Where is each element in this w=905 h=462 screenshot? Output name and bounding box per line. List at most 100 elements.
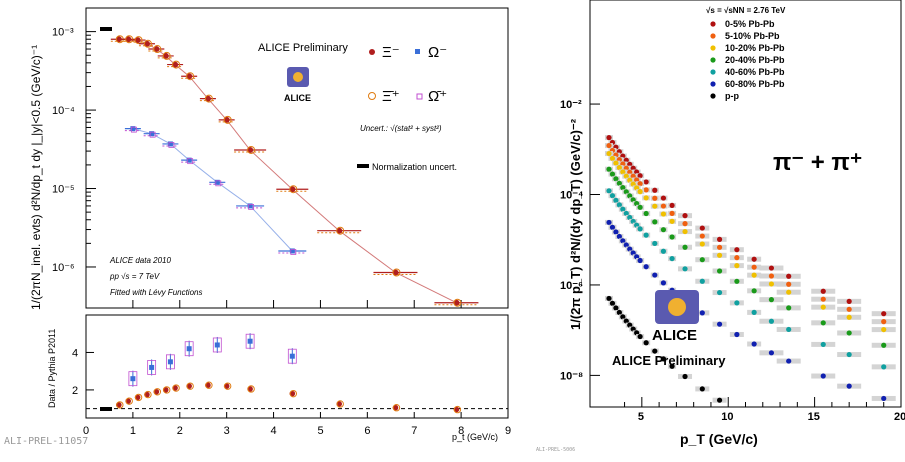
ratio-antiomega-box: [128, 371, 138, 387]
spectrum-point: [613, 229, 619, 235]
ratio-omega-point: [289, 353, 295, 359]
ratio-x-tick-label: 5: [317, 425, 323, 437]
antixi-point: [143, 39, 152, 48]
spectrum-point: [606, 135, 612, 141]
ratio-antiomega-box: [287, 348, 297, 364]
spectrum-point: [751, 341, 757, 347]
legend-marker: [710, 33, 716, 39]
legend-label: 40-60% Pb-Pb: [725, 67, 785, 77]
antixi-point: [153, 45, 162, 54]
spectrum-point: [606, 166, 612, 172]
spectrum-point: [637, 181, 643, 187]
omega-point: [289, 248, 295, 254]
ratio-x-tick-label: 7: [411, 425, 417, 437]
xi-point: [186, 73, 193, 80]
ratio-y-tick-label: 2: [72, 385, 78, 397]
spectrum-point: [613, 176, 619, 182]
legend-label: p-p: [725, 91, 739, 101]
spectrum-point: [660, 203, 667, 209]
spectrum-point: [669, 202, 675, 209]
spectrum-point: [846, 298, 852, 304]
alice-logo-core: [293, 72, 303, 82]
spectrum-point: [699, 225, 705, 231]
ratio-antixi-point: [163, 386, 171, 394]
ratio-norm-box: [100, 407, 112, 411]
ratio-antixi-point: [134, 393, 143, 402]
left-tag: ALI-PREL-11057: [4, 436, 89, 447]
xi-point: [125, 36, 132, 43]
spectrum-point: [630, 197, 636, 203]
spectrum-point: [768, 350, 775, 356]
ratio-xi-point: [247, 386, 253, 392]
spectrum-point: [660, 248, 667, 254]
spectrum-point: [630, 181, 636, 187]
spectrum-point: [606, 219, 612, 226]
spectrum-point: [630, 165, 636, 171]
spectrum-point: [716, 244, 723, 250]
spectrum-point: [751, 264, 757, 270]
spectrum-point: [643, 210, 649, 217]
alice-logo-text: ALICE: [284, 93, 311, 103]
ratio-x-label: p_t (GeV/c): [452, 432, 498, 442]
right-x-tick-label: 20: [894, 411, 905, 423]
spectrum-point: [613, 305, 619, 311]
spectrum-point: [660, 280, 667, 286]
antiomega-point: [187, 158, 194, 165]
legend-marker: [710, 21, 716, 27]
legend-label: 10-20% Pb-Pb: [725, 43, 785, 53]
right-x-tick-label: 5: [638, 411, 644, 423]
spectrum-point: [881, 311, 887, 317]
antiomega-point: [168, 142, 175, 148]
ratio-omega-point: [167, 359, 173, 365]
ratio-antiomega-box: [184, 341, 194, 357]
spectrum-point: [734, 300, 740, 306]
spectrum-point: [630, 218, 636, 225]
spectrum-point: [652, 203, 658, 209]
spectrum-point: [716, 397, 723, 403]
antixi-point: [247, 145, 256, 154]
top-panel-frame: [85, 7, 509, 309]
ratio-omega-point: [247, 338, 253, 344]
legend-omega-marker: [415, 49, 420, 54]
legend-xi-marker: [369, 49, 375, 55]
spectrum-point: [637, 257, 643, 264]
top-y-axis-label: 1/(2πN_inel. evts) d²N/dp_t dy |_|y|<0.5…: [29, 45, 43, 310]
legend-label: 0-5% Pb-Pb: [725, 19, 775, 29]
ratio-antixi-point: [153, 388, 162, 396]
right-x-axis-label: p_T (GeV/c): [680, 431, 758, 447]
spectrum-point: [652, 348, 658, 354]
spectrum-point: [606, 142, 612, 149]
right-y-axis-label: 1/(2π p_T) d²N/(dy dp_T) (GeV/c)⁻²: [568, 118, 583, 330]
spectrum-point: [660, 211, 667, 217]
ratio-xi-point: [289, 390, 296, 397]
spectrum-point: [643, 232, 649, 238]
ratio-antixi-point: [289, 389, 298, 398]
xi-point: [143, 40, 150, 47]
ratio-antixi-point: [125, 397, 133, 405]
spectrum-point: [768, 297, 775, 303]
legend-omega-label: Ω⁻: [428, 44, 447, 61]
spectrum-point: [623, 318, 629, 324]
spectrum-point: [846, 306, 852, 312]
ratio-x-tick-label: 8: [458, 425, 464, 437]
antixi-point: [172, 60, 181, 69]
ratio-x-tick-label: 6: [364, 425, 370, 437]
spectrum-point: [620, 185, 626, 191]
spectrum-point: [846, 314, 852, 320]
spectrum-point: [820, 288, 826, 294]
antixi-point: [392, 268, 401, 277]
y-tick-label: 10⁻³: [52, 27, 74, 39]
ratio-antixi-point: [453, 405, 462, 414]
spectrum-point: [751, 256, 757, 262]
spectrum-point: [734, 255, 740, 261]
spectrum-point: [751, 288, 757, 294]
note-line: Fitted with Lévy Functions: [110, 288, 202, 297]
spectrum-point: [613, 160, 619, 166]
spectrum-point: [881, 326, 887, 333]
antixi-point: [453, 298, 462, 307]
omega-point: [247, 203, 253, 209]
spectrum-point: [609, 300, 616, 306]
ratio-x-tick-label: 3: [224, 425, 230, 437]
spectrum-point: [620, 238, 626, 244]
